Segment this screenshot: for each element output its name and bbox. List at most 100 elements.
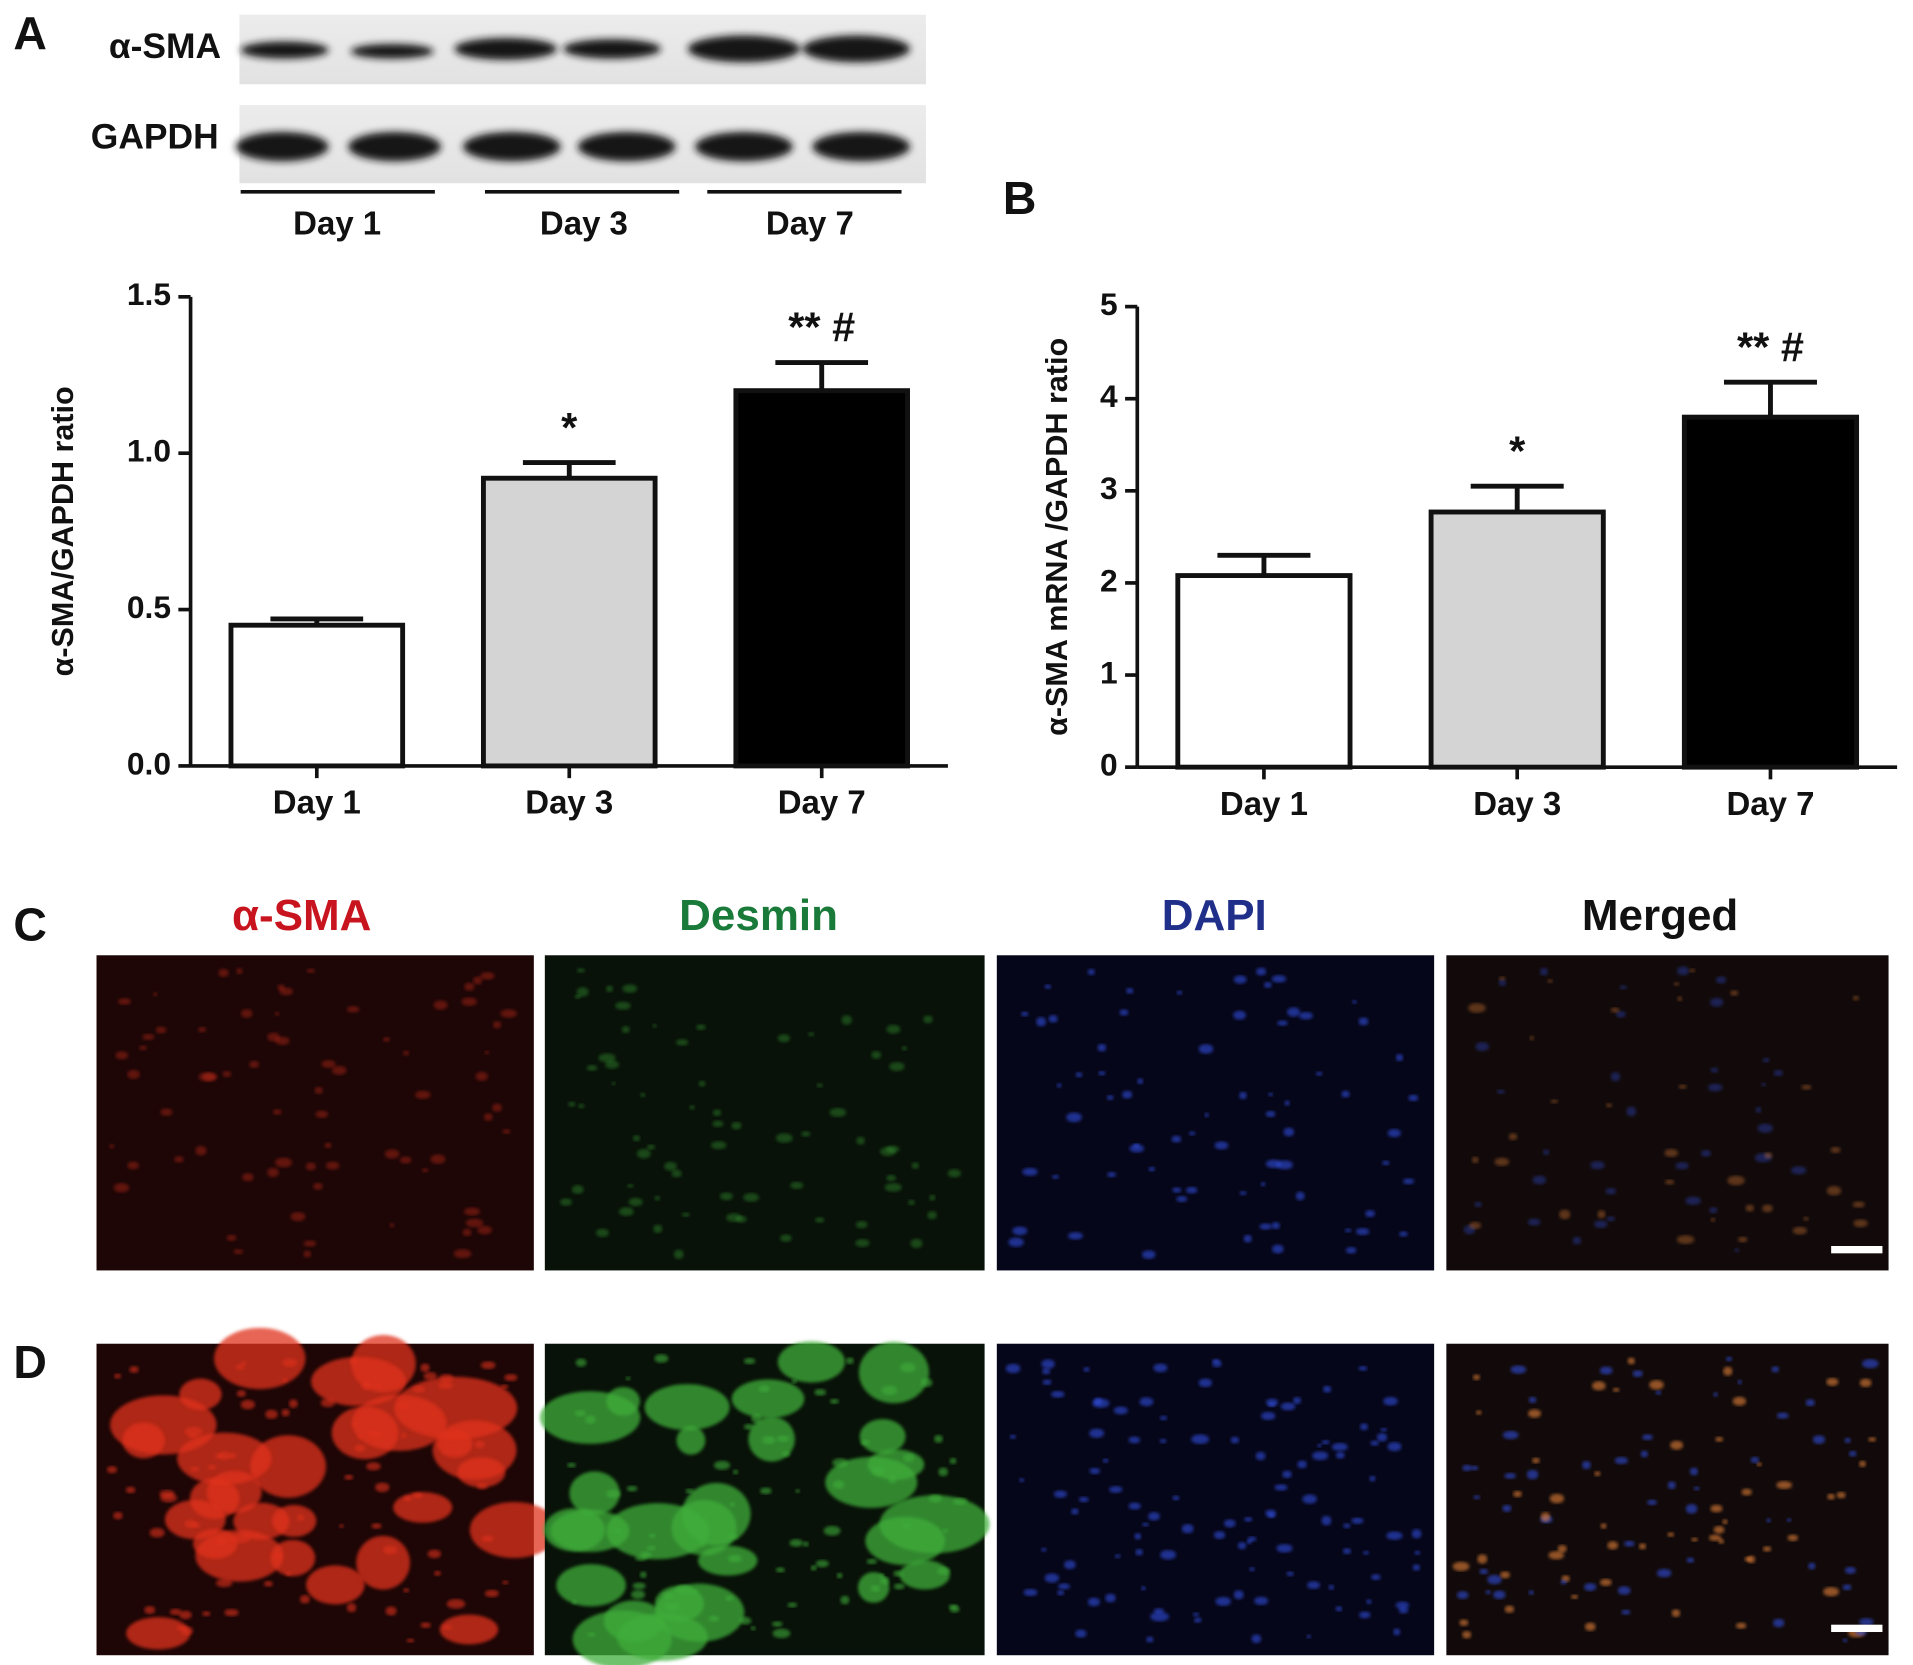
nucleus xyxy=(1462,1630,1472,1639)
y-tick-label: 2 xyxy=(1100,562,1118,598)
nucleus xyxy=(1801,1084,1812,1090)
nucleus xyxy=(215,1578,233,1588)
nucleus xyxy=(1862,1359,1879,1369)
nucleus xyxy=(1771,1366,1780,1373)
nucleus xyxy=(1475,1410,1482,1415)
image-column-label: α-SMA xyxy=(232,891,371,940)
nucleus xyxy=(632,1582,646,1590)
nucleus xyxy=(125,1486,136,1494)
nucleus xyxy=(371,1523,382,1529)
nucleus xyxy=(1708,1083,1723,1092)
y-tick-label: 1.0 xyxy=(127,433,171,469)
nucleus xyxy=(1159,1438,1167,1444)
nucleus xyxy=(1355,1228,1370,1236)
nucleus xyxy=(1713,1392,1718,1397)
nucleus xyxy=(615,1001,631,1010)
nucleus xyxy=(696,1024,706,1031)
nucleus xyxy=(1363,1550,1370,1555)
nucleus xyxy=(1302,1494,1317,1504)
nucleus xyxy=(626,1183,634,1188)
cell xyxy=(616,1613,708,1661)
nucleus xyxy=(1584,1583,1597,1591)
nucleus xyxy=(1382,1160,1390,1166)
nucleus xyxy=(1071,1508,1079,1515)
nucleus xyxy=(1710,1067,1719,1073)
cell xyxy=(825,1456,918,1508)
nucleus xyxy=(1842,1584,1852,1591)
bar xyxy=(733,388,910,769)
nucleus xyxy=(153,992,158,997)
nucleus xyxy=(1670,1440,1684,1450)
nucleus xyxy=(1198,1378,1213,1388)
nucleus xyxy=(1335,1451,1345,1459)
blot-band xyxy=(240,41,329,59)
nucleus xyxy=(640,1092,646,1098)
nucleus xyxy=(1021,1011,1029,1017)
nucleus xyxy=(1656,1568,1672,1578)
nucleus xyxy=(1764,1152,1773,1159)
nucleus xyxy=(1276,1544,1293,1553)
nucleus xyxy=(484,1050,490,1055)
nucleus xyxy=(1274,1484,1288,1491)
nucleus xyxy=(604,1060,620,1069)
cell xyxy=(214,1327,306,1390)
nucleus xyxy=(430,1154,446,1164)
nucleus xyxy=(1487,1574,1502,1585)
nucleus xyxy=(195,1145,207,1156)
nucleus xyxy=(871,1050,882,1059)
nucleus xyxy=(1097,1043,1107,1052)
nucleus xyxy=(1067,1232,1083,1240)
nucleus xyxy=(628,1197,643,1207)
nucleus xyxy=(1280,1402,1296,1411)
nucleus xyxy=(1057,1590,1065,1596)
nucleus xyxy=(315,1110,329,1119)
nucleus xyxy=(1282,1470,1292,1479)
nucleus xyxy=(1550,1099,1559,1104)
nucleus xyxy=(1766,1518,1772,1523)
nucleus xyxy=(625,1376,631,1381)
nucleus xyxy=(1475,1042,1489,1052)
nucleus xyxy=(1259,1223,1272,1230)
nucleus xyxy=(560,1198,572,1206)
nucleus xyxy=(236,1390,247,1397)
nucleus xyxy=(1582,1460,1591,1470)
bar xyxy=(1428,509,1606,770)
nucleus xyxy=(1114,1554,1121,1559)
nucleus xyxy=(1321,1440,1330,1445)
nucleus xyxy=(1188,1131,1196,1136)
nucleus xyxy=(207,1464,217,1470)
nucleus xyxy=(777,1034,791,1043)
nucleus xyxy=(288,1399,298,1408)
nucleus xyxy=(1671,1609,1681,1617)
nucleus xyxy=(1044,984,1052,989)
nucleus xyxy=(1342,1548,1352,1555)
nucleus xyxy=(1852,995,1859,1001)
nucleus xyxy=(274,1553,283,1559)
nucleus xyxy=(1089,1428,1105,1438)
nucleus xyxy=(1532,1175,1547,1185)
nucleus xyxy=(947,1169,962,1178)
nucleus xyxy=(227,1452,237,1459)
cell xyxy=(682,1482,751,1546)
nucleus xyxy=(1632,1370,1643,1377)
nucleus xyxy=(202,1611,211,1617)
nucleus xyxy=(1204,1112,1209,1118)
nucleus xyxy=(249,1060,260,1069)
nucleus xyxy=(1087,1597,1100,1607)
nucleus xyxy=(578,1103,585,1109)
image-column-label: Desmin xyxy=(679,891,838,940)
nucleus xyxy=(1655,1390,1662,1395)
group-label: Day 1 xyxy=(293,205,381,242)
nucleus xyxy=(1741,1488,1753,1496)
nucleus xyxy=(1251,1634,1262,1644)
nucleus xyxy=(118,998,131,1005)
nucleus xyxy=(313,1182,323,1190)
nucleus xyxy=(920,1378,933,1388)
nucleus xyxy=(1626,1106,1637,1117)
nucleus xyxy=(618,1207,634,1217)
nucleus xyxy=(1246,1539,1252,1545)
cell xyxy=(606,1386,641,1416)
nucleus xyxy=(1844,1566,1856,1574)
nucleus xyxy=(815,1217,825,1223)
nucleus xyxy=(646,1545,656,1551)
